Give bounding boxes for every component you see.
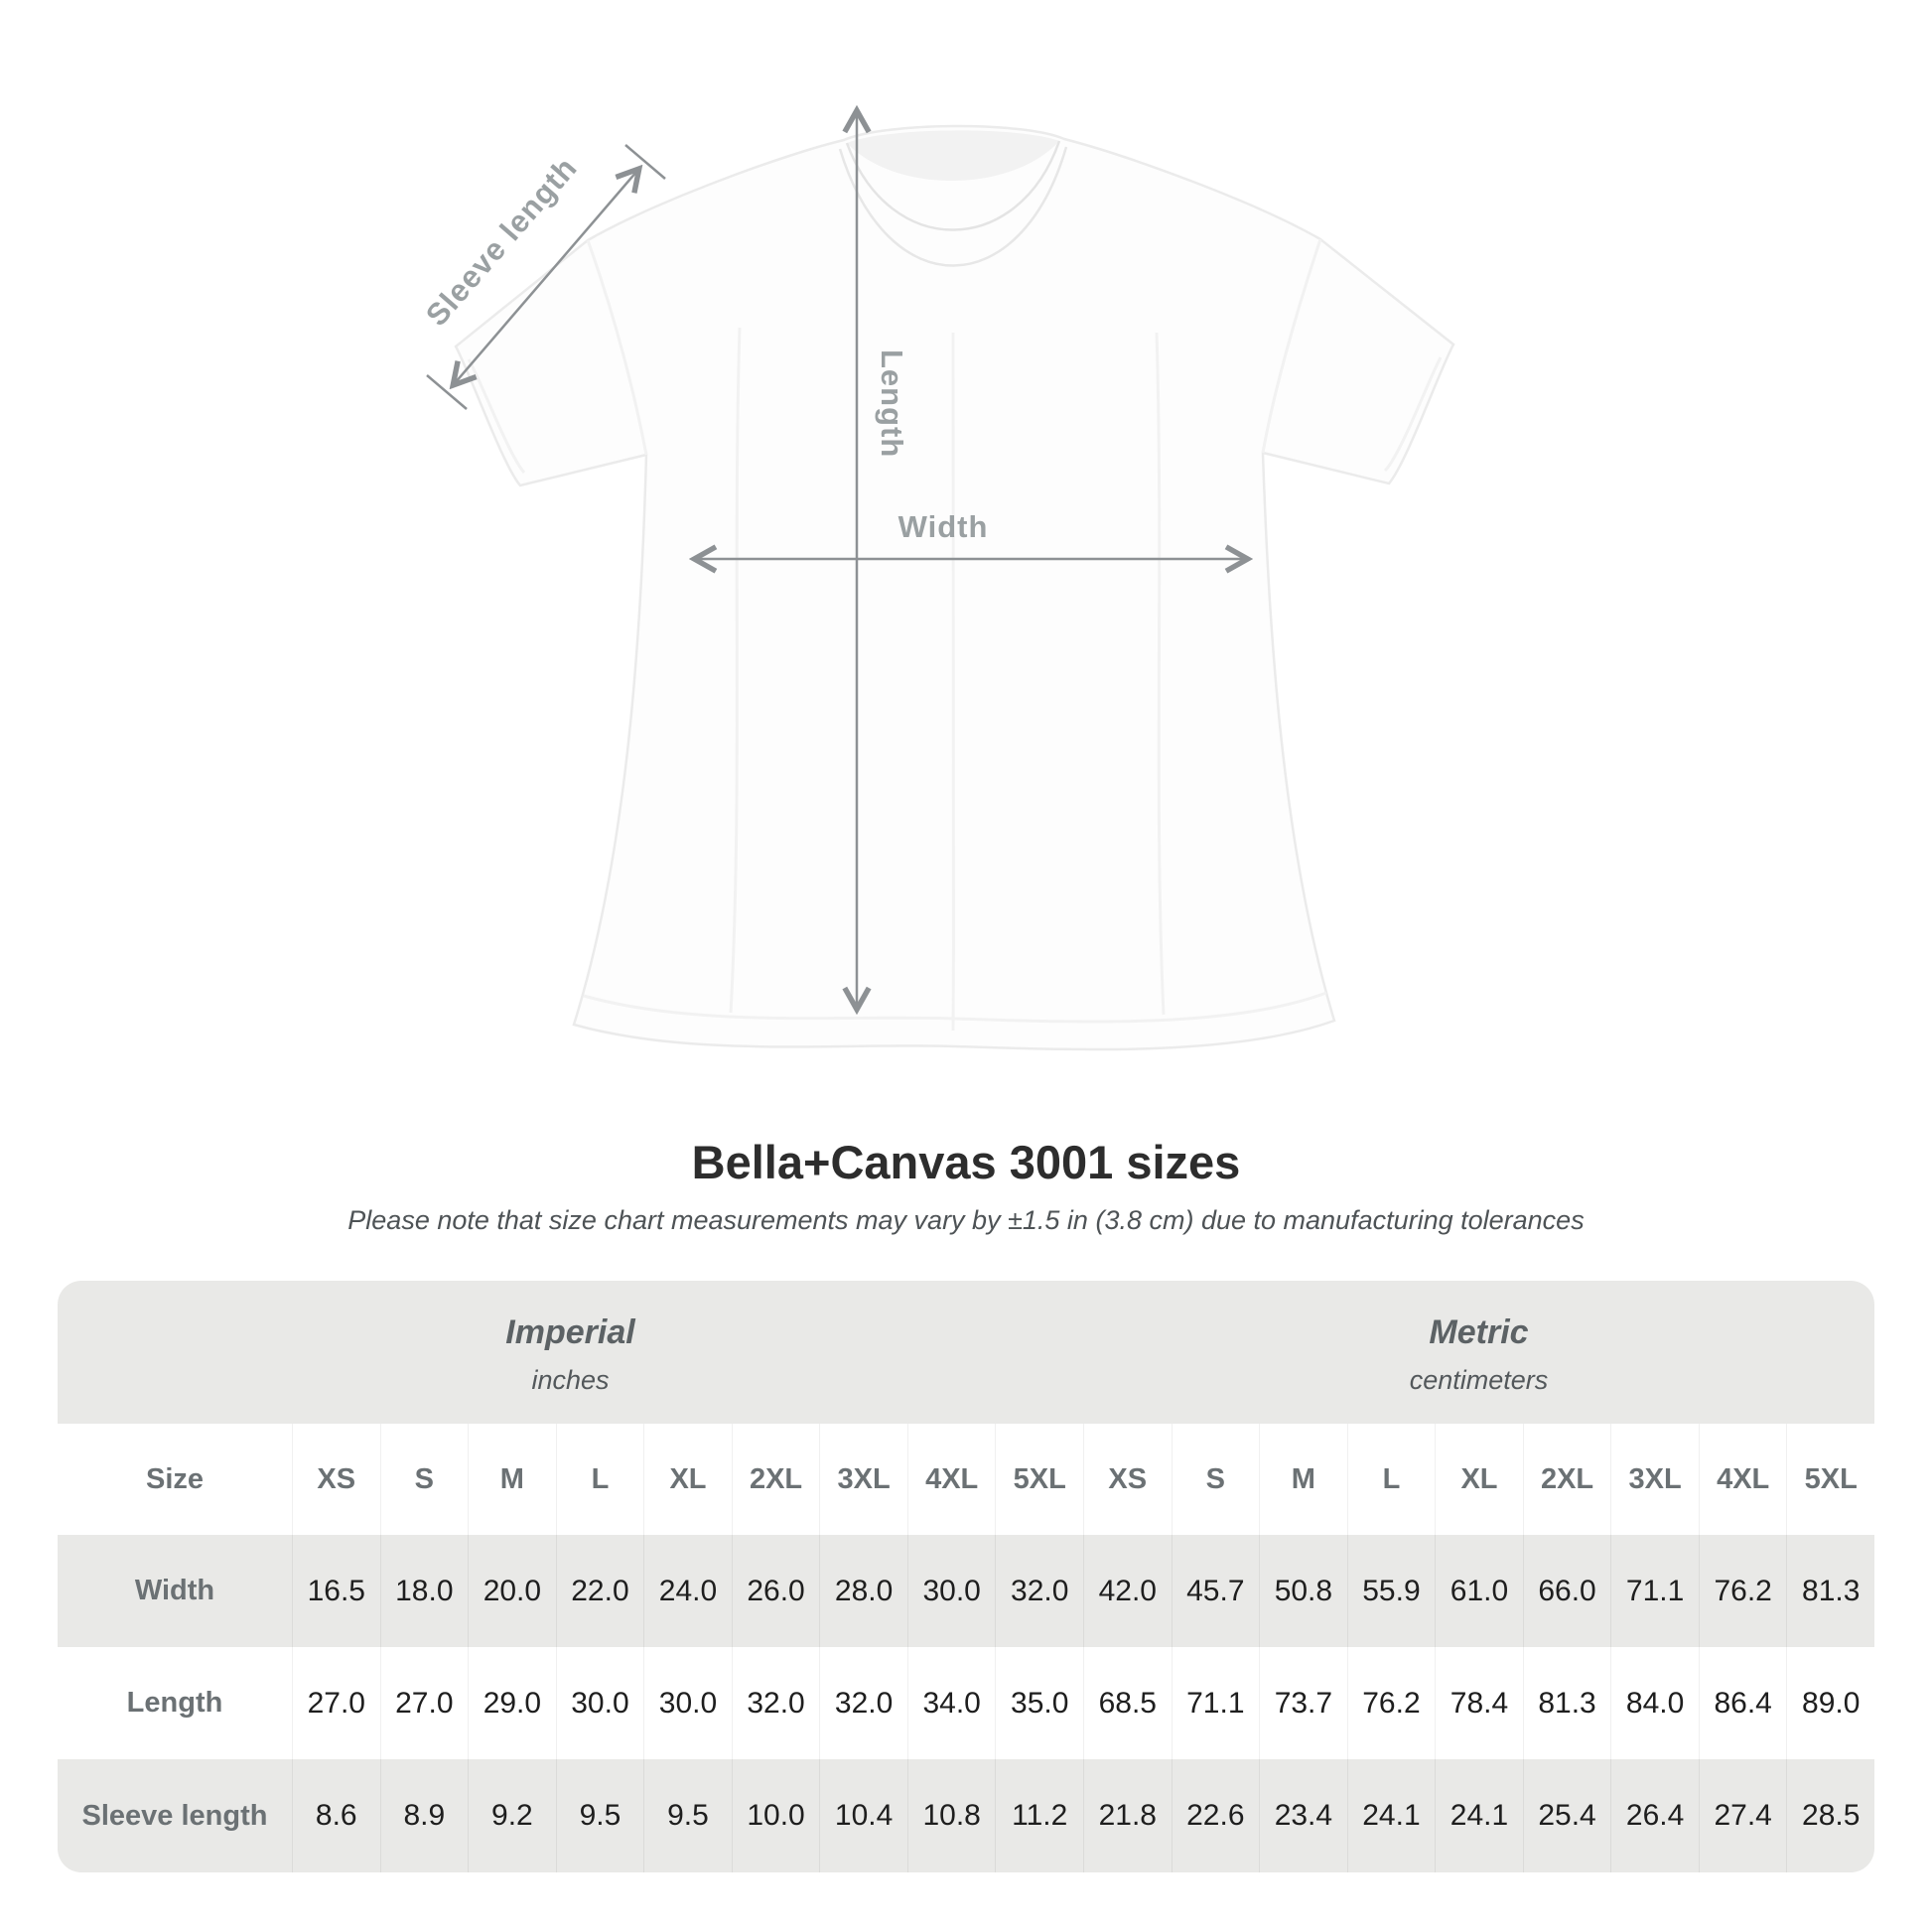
width-label: Width bbox=[898, 509, 989, 544]
size-header-cell: 3XL bbox=[1610, 1424, 1699, 1535]
size-header-cell: 3XL bbox=[819, 1424, 907, 1535]
size-header-cell: L bbox=[1346, 1424, 1436, 1535]
value-cell: 50.8 bbox=[1259, 1535, 1347, 1647]
value-cell: 78.4 bbox=[1435, 1647, 1523, 1759]
value-cell: 28.5 bbox=[1786, 1759, 1874, 1872]
value-cell: 71.1 bbox=[1610, 1535, 1699, 1647]
size-header-cell: 4XL bbox=[1698, 1424, 1787, 1535]
value-cell: 27.0 bbox=[292, 1647, 380, 1759]
value-cell: 24.1 bbox=[1435, 1759, 1523, 1872]
size-header-cell: S bbox=[379, 1424, 469, 1535]
value-cell: 8.9 bbox=[379, 1759, 469, 1872]
size-header-cell: 2XL bbox=[731, 1424, 820, 1535]
tshirt-graphic bbox=[454, 124, 1455, 1051]
value-cell: 66.0 bbox=[1522, 1535, 1611, 1647]
page-title: Bella+Canvas 3001 sizes bbox=[691, 1136, 1241, 1188]
size-header-cell: M bbox=[1259, 1424, 1347, 1535]
value-cell: 24.0 bbox=[643, 1535, 732, 1647]
value-cell: 45.7 bbox=[1171, 1535, 1260, 1647]
row-label-length: Length bbox=[58, 1647, 292, 1759]
value-cell: 23.4 bbox=[1259, 1759, 1347, 1872]
sleeve-arrow-end-tick bbox=[624, 144, 666, 180]
value-cell: 24.1 bbox=[1346, 1759, 1436, 1872]
value-cell: 20.0 bbox=[468, 1535, 556, 1647]
value-cell: 30.0 bbox=[643, 1647, 732, 1759]
measurement-arrows bbox=[426, 113, 1245, 1007]
value-cell: 34.0 bbox=[906, 1647, 996, 1759]
size-header-cell: XL bbox=[643, 1424, 732, 1535]
size-header-cell: L bbox=[555, 1424, 644, 1535]
size-header-cell: XS bbox=[1083, 1424, 1172, 1535]
imperial-header: Imperial inches bbox=[58, 1281, 1083, 1424]
value-cell: 76.2 bbox=[1346, 1647, 1436, 1759]
size-header-cell: M bbox=[468, 1424, 556, 1535]
size-chart-table: Imperial inches Metric centimeters Size … bbox=[58, 1281, 1874, 1872]
value-cell: 9.2 bbox=[468, 1759, 556, 1872]
value-cell: 29.0 bbox=[468, 1647, 556, 1759]
value-cell: 26.4 bbox=[1610, 1759, 1699, 1872]
value-cell: 89.0 bbox=[1786, 1647, 1874, 1759]
sleeve-length-arrow bbox=[455, 171, 637, 383]
size-header-cell: S bbox=[1171, 1424, 1260, 1535]
value-cell: 11.2 bbox=[995, 1759, 1083, 1872]
metric-title: Metric bbox=[1429, 1312, 1529, 1351]
row-label-sleeve-length: Sleeve length bbox=[81, 1799, 268, 1832]
value-cell: 26.0 bbox=[731, 1535, 820, 1647]
value-cell: 42.0 bbox=[1083, 1535, 1172, 1647]
value-cell: 10.8 bbox=[906, 1759, 996, 1872]
value-cell: 21.8 bbox=[1083, 1759, 1172, 1872]
tshirt-measurement-diagram: Sleeve length Length Width bbox=[419, 0, 1455, 1051]
fabric-creases bbox=[467, 238, 1443, 1032]
value-cell: 76.2 bbox=[1698, 1535, 1787, 1647]
value-cell: 73.7 bbox=[1259, 1647, 1347, 1759]
value-cell: 30.0 bbox=[555, 1647, 644, 1759]
value-cell: 9.5 bbox=[555, 1759, 644, 1872]
value-cell: 10.4 bbox=[819, 1759, 907, 1872]
value-cell: 22.6 bbox=[1171, 1759, 1260, 1872]
size-header-cell: 4XL bbox=[906, 1424, 996, 1535]
value-cell: 16.5 bbox=[292, 1535, 380, 1647]
value-cell: 71.1 bbox=[1171, 1647, 1260, 1759]
size-header-cell: 5XL bbox=[995, 1424, 1083, 1535]
metric-unit: centimeters bbox=[1409, 1364, 1549, 1395]
value-cell: 81.3 bbox=[1522, 1647, 1611, 1759]
value-cell: 25.4 bbox=[1522, 1759, 1611, 1872]
value-cell: 9.5 bbox=[643, 1759, 732, 1872]
size-header-cell: XS bbox=[292, 1424, 380, 1535]
tshirt-collar bbox=[847, 130, 1059, 182]
value-cell: 30.0 bbox=[906, 1535, 996, 1647]
heading-block: Bella+Canvas 3001 sizes Please note that… bbox=[0, 1135, 1932, 1236]
imperial-title: Imperial bbox=[505, 1312, 635, 1351]
value-cell: 86.4 bbox=[1698, 1647, 1787, 1759]
value-cell: 81.3 bbox=[1786, 1535, 1874, 1647]
tolerance-note: Please note that size chart measurements… bbox=[347, 1205, 1585, 1235]
value-cell: 22.0 bbox=[555, 1535, 644, 1647]
value-cell: 27.0 bbox=[379, 1647, 469, 1759]
value-cell: 10.0 bbox=[731, 1759, 820, 1872]
imperial-unit: inches bbox=[531, 1364, 610, 1395]
value-cell: 8.6 bbox=[292, 1759, 380, 1872]
size-header-cell: XL bbox=[1435, 1424, 1523, 1535]
value-cell: 35.0 bbox=[995, 1647, 1083, 1759]
value-cell: 32.0 bbox=[995, 1535, 1083, 1647]
metric-header: Metric centimeters bbox=[1083, 1281, 1874, 1424]
value-cell: 27.4 bbox=[1698, 1759, 1787, 1872]
value-cell: 61.0 bbox=[1435, 1535, 1523, 1647]
value-cell: 32.0 bbox=[731, 1647, 820, 1759]
row-label-width: Width bbox=[134, 1575, 215, 1606]
value-cell: 55.9 bbox=[1346, 1535, 1436, 1647]
sleeve-arrow-start-tick bbox=[426, 374, 468, 410]
value-cell: 18.0 bbox=[379, 1535, 469, 1647]
value-cell: 28.0 bbox=[819, 1535, 907, 1647]
value-cell: 68.5 bbox=[1083, 1647, 1172, 1759]
length-label: Length bbox=[875, 349, 909, 458]
size-col-title: Size bbox=[58, 1424, 292, 1535]
value-cell: 32.0 bbox=[819, 1647, 907, 1759]
value-cell: 84.0 bbox=[1610, 1647, 1699, 1759]
size-header-cell: 2XL bbox=[1522, 1424, 1611, 1535]
size-header-cell: 5XL bbox=[1786, 1424, 1874, 1535]
